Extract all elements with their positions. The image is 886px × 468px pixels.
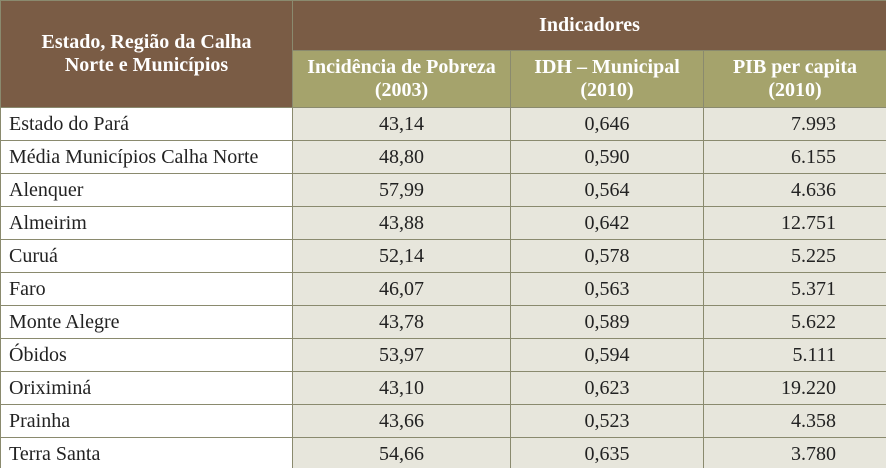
cell: 48,80 [292,140,511,174]
cell: 4.358 [703,404,886,438]
cell: 0,594 [510,338,704,372]
cell: 57,99 [292,173,511,207]
cell: 0,642 [510,206,704,240]
group-header: Indicadores [292,0,886,51]
column-name: IDH – Municipal [534,56,680,78]
cell: 5.111 [703,338,886,372]
row-label-header: Estado, Região da Calha Norte e Municípi… [0,0,293,108]
cell: 54,66 [292,437,511,468]
cell: 5.622 [703,305,886,339]
table-row: Curuá 52,14 0,578 5.225 [0,239,886,273]
row-label: Monte Alegre [0,305,293,339]
header-line: Norte e Municípios [64,54,229,76]
cell: 43,66 [292,404,511,438]
row-label: Alenquer [0,173,293,207]
cell: 12.751 [703,206,886,240]
table-row: Média Municípios Calha Norte 48,80 0,590 6.… [0,140,886,174]
column-header: Incidência de Pobreza (2003) [292,50,511,108]
cell: 0,578 [510,239,704,273]
column-year: (2010) [768,79,822,101]
cell: 5.371 [703,272,886,306]
column-year: (2010) [580,79,634,101]
cell: 3.780 [703,437,886,468]
cell: 5.225 [703,239,886,273]
row-label: Média Municípios Calha Norte [0,140,293,174]
cell: 6.155 [703,140,886,174]
cell: 0,589 [510,305,704,339]
table-row: Prainha 43,66 0,523 4.358 [0,404,886,438]
table-row: Monte Alegre 43,78 0,589 5.622 [0,305,886,339]
cell: 0,563 [510,272,704,306]
cell: 4.636 [703,173,886,207]
column-header: IDH – Municipal (2010) [510,50,704,108]
table-row: Alenquer 57,99 0,564 4.636 [0,173,886,207]
row-label: Faro [0,272,293,306]
column-name: Incidência de Pobreza [307,56,496,78]
table-row: Óbidos 53,97 0,594 5.111 [0,338,886,372]
cell: 0,623 [510,371,704,405]
cell: 0,590 [510,140,704,174]
table-row: Oriximiná 43,10 0,623 19.220 [0,371,886,405]
row-label: Almeirim [0,206,293,240]
cell: 46,07 [292,272,511,306]
table-row: Faro 46,07 0,563 5.371 [0,272,886,306]
column-header: PIB per capita (2010) [703,50,886,108]
cell: 0,564 [510,173,704,207]
cell: 7.993 [703,107,886,141]
table-body: Estado do Pará 43,14 0,646 7.993 Média Munic… [0,107,886,468]
cell: 43,88 [292,206,511,240]
cell: 0,646 [510,107,704,141]
cell: 19.220 [703,371,886,405]
cell: 53,97 [292,338,511,372]
header-line: Estado, Região da Calha [41,31,252,53]
row-label: Oriximiná [0,371,293,405]
cell: 52,14 [292,239,511,273]
column-year: (2003) [374,79,429,101]
row-label: Prainha [0,404,293,438]
table-row: Estado do Pará 43,14 0,646 7.993 [0,107,886,141]
cell: 43,10 [292,371,511,405]
row-label: Terra Santa [0,437,293,468]
cell: 0,523 [510,404,704,438]
table-row: Terra Santa 54,66 0,635 3.780 [0,437,886,468]
row-label: Curuá [0,239,293,273]
row-label: Óbidos [0,338,293,372]
cell: 0,635 [510,437,704,468]
column-name: PIB per capita [732,56,858,78]
cell: 43,14 [292,107,511,141]
table-head: Estado, Região da Calha Norte e Municípi… [0,0,886,108]
table-row: Almeirim 43,88 0,642 12.751 [0,206,886,240]
row-label: Estado do Pará [0,107,293,141]
cell: 43,78 [292,305,511,339]
